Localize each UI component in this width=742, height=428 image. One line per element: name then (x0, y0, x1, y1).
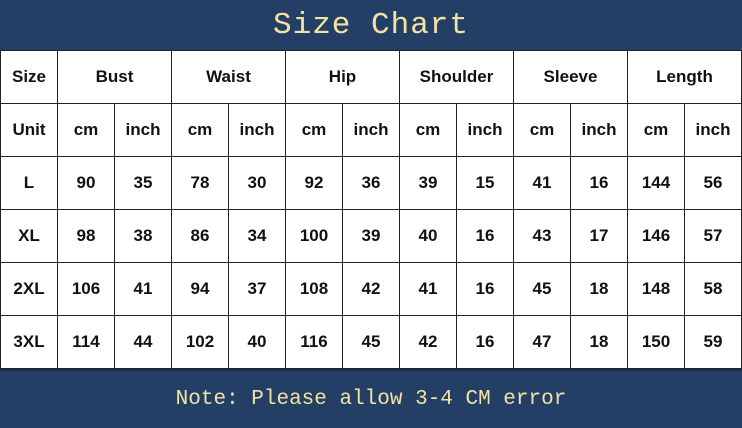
value-cell: 18 (570, 315, 628, 369)
unit-cell: inch (342, 103, 400, 157)
unit-cell: inch (114, 103, 172, 157)
header-cell: Sleeve (513, 50, 628, 104)
unit-cell: cm (513, 103, 571, 157)
unit-cell: inch (570, 103, 628, 157)
value-cell: 30 (228, 156, 286, 210)
value-cell: 41 (114, 262, 172, 316)
header-cell: Bust (57, 50, 172, 104)
value-cell: 38 (114, 209, 172, 263)
value-cell: 45 (513, 262, 571, 316)
value-cell: 47 (513, 315, 571, 369)
value-cell: 16 (456, 262, 514, 316)
value-cell: 90 (57, 156, 115, 210)
unit-row: Unit cm inch cm inch cm inch cm inch cm inch cm inch (0, 103, 742, 157)
value-cell: 45 (342, 315, 400, 369)
size-label-cell: 3XL (0, 315, 58, 369)
value-cell: 42 (342, 262, 400, 316)
value-cell: 41 (399, 262, 457, 316)
value-cell: 16 (456, 209, 514, 263)
header-cell: Hip (285, 50, 400, 104)
value-cell: 39 (342, 209, 400, 263)
value-cell: 144 (627, 156, 685, 210)
unit-cell: cm (171, 103, 229, 157)
header-cell: Waist (171, 50, 286, 104)
value-cell: 59 (684, 315, 742, 369)
size-label-cell: XL (0, 209, 58, 263)
value-cell: 18 (570, 262, 628, 316)
value-cell: 40 (228, 315, 286, 369)
note-text: Note: Please allow 3-4 CM error (0, 369, 742, 428)
value-cell: 16 (456, 315, 514, 369)
value-cell: 44 (114, 315, 172, 369)
value-cell: 106 (57, 262, 115, 316)
size-label-cell: 2XL (0, 262, 58, 316)
table-row: 3XL 114 44 102 40 116 45 42 16 47 18 150 59 (0, 315, 742, 369)
unit-cell: cm (285, 103, 343, 157)
value-cell: 56 (684, 156, 742, 210)
value-cell: 58 (684, 262, 742, 316)
unit-cell: cm (627, 103, 685, 157)
table-row: XL 98 38 86 34 100 39 40 16 43 17 146 57 (0, 209, 742, 263)
value-cell: 37 (228, 262, 286, 316)
value-cell: 41 (513, 156, 571, 210)
value-cell: 108 (285, 262, 343, 316)
unit-cell: inch (456, 103, 514, 157)
size-label-cell: L (0, 156, 58, 210)
value-cell: 146 (627, 209, 685, 263)
unit-cell: cm (57, 103, 115, 157)
size-table: Size Bust Waist Hip Shoulder Sleeve Length Unit… (0, 50, 742, 369)
value-cell: 86 (171, 209, 229, 263)
value-cell: 92 (285, 156, 343, 210)
header-cell: Size (0, 50, 58, 104)
value-cell: 39 (399, 156, 457, 210)
value-cell: 148 (627, 262, 685, 316)
table-row: 2XL 106 41 94 37 108 42 41 16 45 18 148 58 (0, 262, 742, 316)
chart-title: Size Chart (0, 0, 742, 50)
value-cell: 15 (456, 156, 514, 210)
value-cell: 34 (228, 209, 286, 263)
value-cell: 150 (627, 315, 685, 369)
value-cell: 98 (57, 209, 115, 263)
unit-cell: inch (684, 103, 742, 157)
unit-cell: Unit (0, 103, 58, 157)
value-cell: 57 (684, 209, 742, 263)
value-cell: 43 (513, 209, 571, 263)
value-cell: 100 (285, 209, 343, 263)
value-cell: 42 (399, 315, 457, 369)
value-cell: 17 (570, 209, 628, 263)
value-cell: 35 (114, 156, 172, 210)
header-cell: Length (627, 50, 742, 104)
unit-cell: cm (399, 103, 457, 157)
table-row: L 90 35 78 30 92 36 39 15 41 16 144 56 (0, 156, 742, 210)
value-cell: 116 (285, 315, 343, 369)
value-cell: 114 (57, 315, 115, 369)
value-cell: 36 (342, 156, 400, 210)
unit-cell: inch (228, 103, 286, 157)
value-cell: 40 (399, 209, 457, 263)
header-row: Size Bust Waist Hip Shoulder Sleeve Length (0, 50, 742, 104)
value-cell: 78 (171, 156, 229, 210)
value-cell: 16 (570, 156, 628, 210)
value-cell: 102 (171, 315, 229, 369)
header-cell: Shoulder (399, 50, 514, 104)
value-cell: 94 (171, 262, 229, 316)
